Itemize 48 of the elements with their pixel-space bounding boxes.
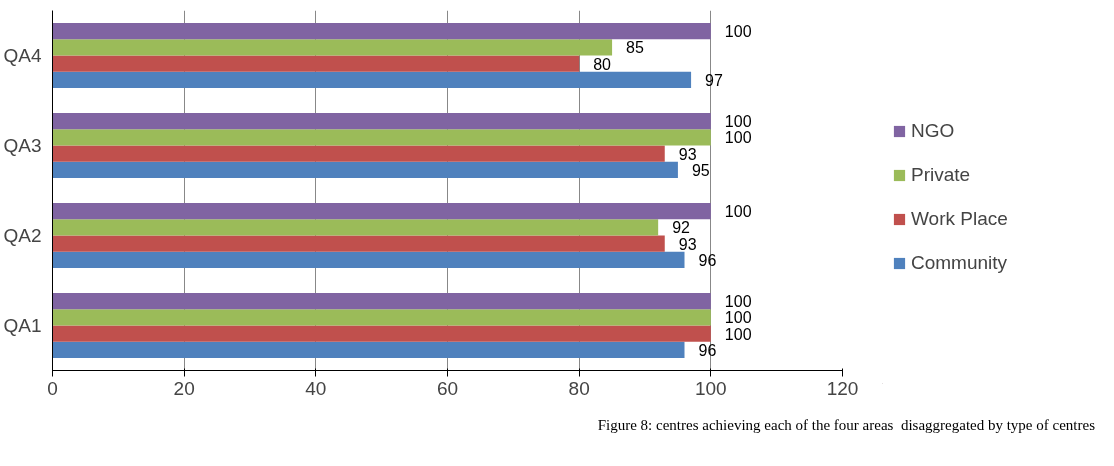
- y-tick-label: QA3: [3, 135, 42, 156]
- y-tick-label: QA4: [3, 45, 42, 66]
- data-label: 93: [678, 235, 697, 253]
- x-tick-label: 60: [436, 377, 459, 399]
- data-label: 97: [705, 71, 723, 89]
- x-tick-label: 40: [305, 377, 327, 399]
- bar: [52, 293, 711, 310]
- bar: [52, 251, 685, 268]
- x-tick-label: 0: [47, 377, 58, 399]
- x-tick-label: 80: [568, 377, 590, 399]
- bar: [52, 309, 711, 326]
- bar: [52, 23, 711, 40]
- x-tick-label: 120: [826, 377, 859, 399]
- data-label: 80: [593, 55, 612, 73]
- bar: [52, 129, 711, 146]
- data-label: 92: [672, 219, 691, 237]
- bar: [52, 39, 613, 56]
- bar: [52, 71, 692, 88]
- legend-label: Community: [911, 251, 1008, 274]
- data-label: 85: [626, 39, 644, 57]
- data-label: 100: [724, 325, 752, 343]
- bar: [52, 341, 685, 358]
- bar: [52, 203, 711, 220]
- x-tick-label: 20: [173, 377, 195, 399]
- data-label: 100: [724, 23, 752, 41]
- caption: Figure 8: centres achieving each of the four areas disaggregated by type of centres: [597, 416, 1095, 435]
- x-tick-label: 100: [694, 377, 727, 399]
- data-label: 100: [724, 293, 752, 311]
- data-label: 100: [724, 129, 752, 147]
- data-label: 93: [678, 145, 697, 163]
- legend-label: NGO: [911, 119, 955, 142]
- legend-label: Private: [911, 163, 971, 186]
- bar: [52, 55, 580, 72]
- data-label: 96: [698, 251, 717, 269]
- data-label: 100: [724, 203, 752, 221]
- bar: [52, 325, 711, 342]
- bar: [52, 235, 665, 252]
- data-label: 100: [724, 113, 752, 131]
- legend-label: Work Place: [911, 207, 1008, 230]
- bar: [52, 145, 665, 162]
- bar: [52, 219, 659, 236]
- bar: [52, 161, 678, 178]
- y-tick-label: QA2: [3, 225, 42, 246]
- y-tick-label: QA1: [3, 315, 42, 336]
- data-label: 95: [691, 161, 710, 179]
- bar: [52, 113, 711, 130]
- data-label: 96: [698, 341, 717, 359]
- data-label: 100: [724, 309, 752, 327]
